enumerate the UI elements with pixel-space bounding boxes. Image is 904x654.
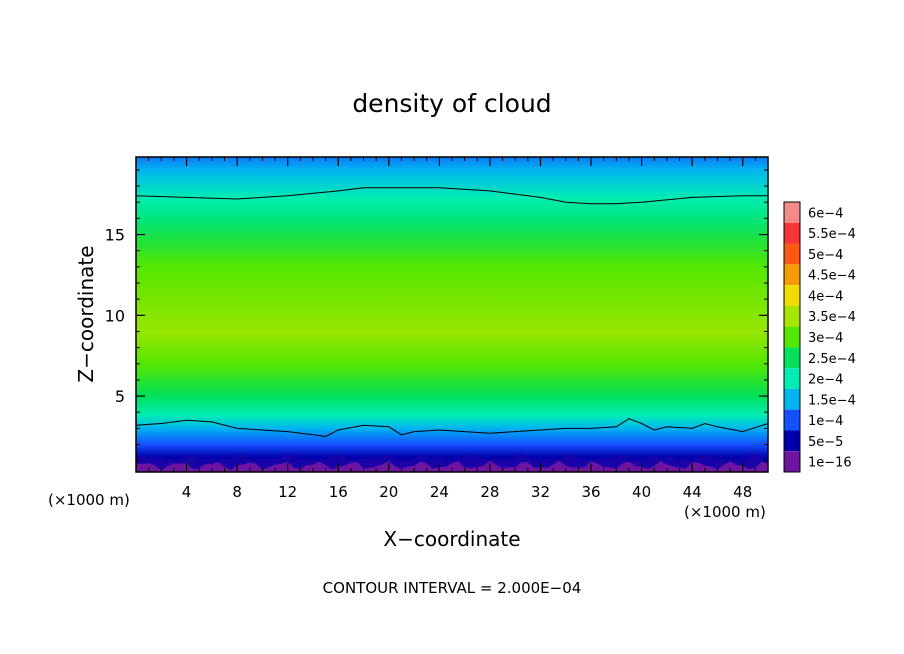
x-tick-label: 24: [430, 483, 449, 501]
colorbar-label: 3.5e−4: [808, 310, 856, 325]
x-unit-left: (×1000 m): [48, 491, 130, 509]
colorbar-label: 4e−4: [808, 289, 843, 304]
colorbar-swatch: [784, 326, 800, 348]
colorbar: 6e−4 5.5e−4 5e−4 4.5e−4 4e−4 3.5e−4 3e−4 2.5e−4…: [783, 201, 856, 473]
chart-title: density of cloud: [352, 89, 551, 118]
y-tick-label: 5: [115, 387, 125, 406]
colorbar-label: 2e−4: [808, 373, 843, 388]
colorbar-swatch: [784, 222, 800, 244]
colorbar-label: 2.5e−4: [808, 352, 856, 367]
colorbar-label: 1e−16: [808, 456, 852, 471]
colorbar-frame: [783, 201, 801, 473]
colorbar-swatch: [784, 202, 800, 223]
colorbar-label: 1.5e−4: [808, 393, 856, 408]
x-tick-label: 36: [581, 483, 600, 501]
colorbar-swatch: [784, 451, 800, 472]
colorbar-swatch: [784, 285, 800, 306]
y-axis-label: Z−coordinate: [74, 245, 98, 382]
colorbar-swatch: [784, 305, 800, 327]
x-tick-label: 20: [379, 483, 398, 501]
x-tick-label: 12: [278, 483, 297, 501]
colorbar-swatch: [784, 430, 800, 452]
colorbar-label: 5.5e−4: [808, 227, 856, 242]
cloud-density-field: [136, 157, 768, 472]
x-tick-label: 16: [329, 483, 348, 501]
colorbar-label: 6e−4: [808, 206, 843, 221]
x-tick-label: 32: [531, 483, 550, 501]
plot-area: [136, 157, 768, 472]
contour-interval-note: CONTOUR INTERVAL = 2.000E−04: [323, 579, 582, 597]
colorbar-swatch: [784, 264, 800, 286]
colorbar-swatch: [784, 409, 800, 431]
contour-line-2: [136, 418, 768, 438]
x-tick-label: 44: [683, 483, 702, 501]
colorbar-label: 3e−4: [808, 331, 843, 346]
y-tick-label: 10: [105, 306, 125, 325]
contour-line-1: [136, 187, 768, 205]
x-axis-label: X−coordinate: [383, 527, 520, 551]
colorbar-label: 5e−5: [808, 435, 843, 450]
colorbar-swatch: [784, 243, 800, 265]
zero-density-band: [136, 460, 768, 472]
x-tick-label: 4: [182, 483, 192, 501]
x-tick-label: 48: [733, 483, 752, 501]
x-unit-right: (×1000 m): [684, 503, 766, 521]
x-tick-label: 28: [480, 483, 499, 501]
colorbar-label: 1e−4: [808, 414, 843, 429]
colorbar-swatch: [784, 368, 800, 389]
x-axis: 4 8 12 16 20 24 28 32 36 40 44 48: [148, 157, 756, 501]
y-tick-label: 15: [105, 226, 125, 245]
x-tick-label: 40: [632, 483, 651, 501]
colorbar-label: 4.5e−4: [808, 269, 856, 284]
y-axis: 5 10 15: [105, 169, 768, 462]
x-tick-label: 8: [232, 483, 242, 501]
colorbar-label: 5e−4: [808, 248, 843, 263]
low-density-band: [136, 452, 768, 472]
colorbar-swatch: [784, 347, 800, 369]
colorbar-swatch: [784, 388, 800, 410]
